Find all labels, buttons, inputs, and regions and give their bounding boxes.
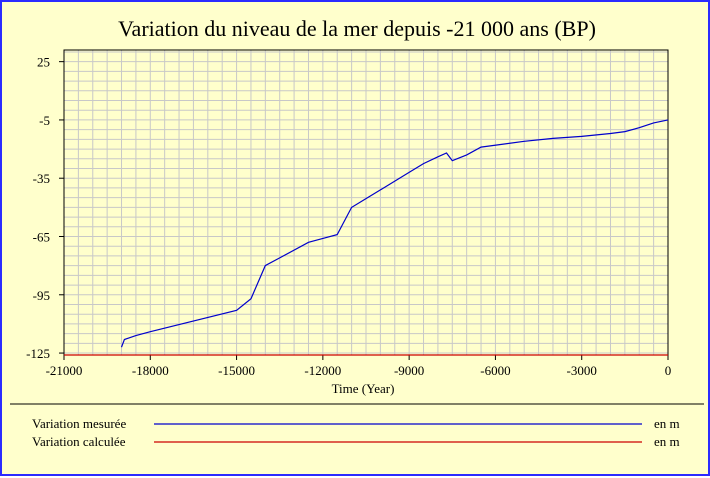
legend-label: Variation mesurée — [32, 416, 126, 431]
x-axis-label: Time (Year) — [332, 381, 395, 396]
x-axis-ticks: -21000 -18000 -15000 -12000 -9000 -6000 -3000 0 — [46, 355, 672, 378]
x-tick-label: 0 — [665, 363, 672, 378]
legend-unit: en m — [654, 434, 680, 449]
x-tick-label: -12000 — [304, 363, 341, 378]
x-tick-label: -15000 — [218, 363, 255, 378]
y-tick-label: -95 — [33, 288, 50, 303]
x-tick-label: -18000 — [132, 363, 169, 378]
x-tick-label: -21000 — [46, 363, 83, 378]
x-tick-label: -6000 — [480, 363, 510, 378]
y-tick-label: -125 — [26, 346, 50, 361]
chart-title: Variation du niveau de la mer depuis -21… — [118, 16, 596, 41]
legend-label: Variation calculée — [32, 434, 126, 449]
grid — [63, 50, 669, 355]
y-tick-label: -35 — [33, 171, 50, 186]
y-tick-label: 25 — [37, 55, 50, 70]
y-tick-label: -65 — [33, 229, 50, 244]
y-axis-ticks: 25 -5 -35 -65 -95 -125 — [26, 55, 64, 361]
legend-unit: en m — [654, 416, 680, 431]
x-tick-label: -9000 — [394, 363, 424, 378]
legend: Variation mesurée en m Variation calculée e… — [32, 416, 680, 449]
series-lines — [64, 119, 669, 356]
x-tick-label: -3000 — [567, 363, 597, 378]
y-tick-label: -5 — [39, 113, 50, 128]
series-line-1 — [120, 119, 669, 348]
